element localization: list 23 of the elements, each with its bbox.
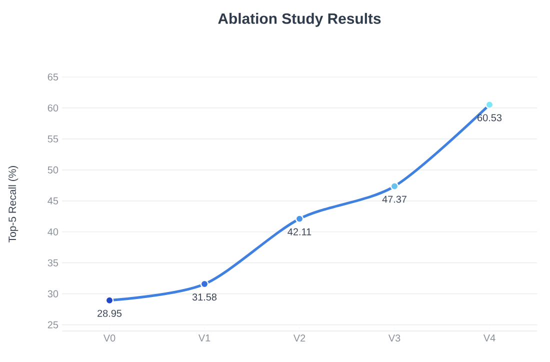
y-tick-label: 65 (48, 73, 58, 81)
data-label: 42.11 (288, 228, 312, 236)
data-label: 60.53 (478, 114, 502, 122)
y-tick-label: 25 (48, 321, 58, 328)
y-tick-label: 45 (48, 197, 58, 204)
x-tick-label: V2 (293, 334, 306, 342)
x-tick-label: V4 (483, 334, 496, 342)
y-tick-label: 30 (48, 290, 58, 298)
point (390, 182, 399, 190)
data-label: 47.37 (382, 196, 406, 203)
x-tick-label: V1 (198, 334, 210, 342)
y-tick-label: 40 (48, 228, 58, 236)
y-tick-label: 60 (48, 104, 58, 112)
chart-title: Ablation Study Results (218, 12, 381, 27)
x-tick-label: V3 (388, 334, 400, 342)
data-label: 28.95 (98, 310, 122, 317)
y-axis-title: Top-5 Recall (%) (8, 166, 18, 242)
y-tick-label: 50 (48, 166, 58, 174)
y-tick-label: 35 (48, 259, 58, 266)
data-label: 31.58 (192, 294, 217, 301)
y-tick-label: 55 (48, 135, 58, 142)
x-tick-label: V0 (103, 334, 116, 342)
point (295, 214, 304, 223)
